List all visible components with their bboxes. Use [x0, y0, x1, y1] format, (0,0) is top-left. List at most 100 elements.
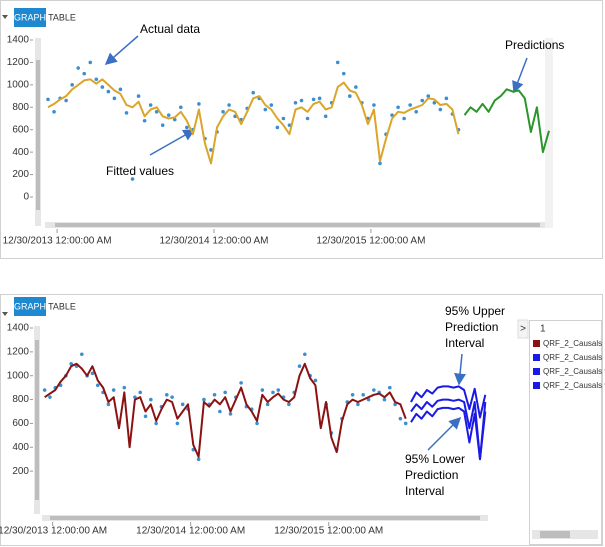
y-tick-label: 0	[23, 192, 29, 203]
data-point	[185, 125, 189, 130]
data-point	[160, 123, 165, 128]
data-point	[348, 94, 352, 98]
legend-swatch	[533, 354, 540, 361]
data-point	[287, 402, 291, 407]
annotation: Interval	[405, 484, 444, 498]
data-point	[444, 96, 449, 101]
data-point	[149, 397, 153, 402]
tab-label[interactable]: GRAPH	[14, 301, 46, 311]
scroll-thumb[interactable]	[55, 223, 540, 227]
arrow	[512, 57, 528, 94]
y-tick-label: 1200	[7, 346, 30, 357]
data-point	[323, 114, 328, 119]
data-point	[166, 113, 171, 117]
annotation: Predictions	[505, 38, 564, 52]
tab-label[interactable]: TABLE	[48, 301, 76, 311]
legend-label: QRF_2_Causals Fit	[543, 339, 605, 348]
x-tick-label: 12/30/2015 12:00:00 AM	[274, 526, 383, 537]
data-point	[299, 98, 304, 103]
data-point	[398, 416, 403, 421]
data-point	[106, 89, 111, 94]
x-tick-label: 12/30/2013 12:00:00 AM	[0, 526, 107, 537]
y-tick-label: 200	[12, 466, 29, 477]
y-tick-label: 600	[12, 418, 29, 429]
data-point	[354, 85, 358, 89]
data-point	[80, 352, 84, 357]
tab-label[interactable]: GRAPH	[14, 12, 46, 22]
tab-label[interactable]: TABLE	[48, 12, 76, 22]
data-point	[402, 116, 406, 121]
data-point	[133, 395, 137, 399]
data-point	[297, 364, 302, 368]
y-tick-label: 1400	[7, 35, 30, 46]
data-point	[42, 388, 47, 392]
data-point	[142, 118, 147, 123]
data-point	[90, 371, 95, 376]
data-point	[305, 116, 310, 121]
annotation: 95% Upper	[445, 304, 505, 318]
legend-swatch	[533, 340, 540, 347]
data-point	[179, 105, 183, 110]
data-point	[100, 85, 105, 89]
legend-label: QRF_2_Causals 95%	[543, 381, 605, 390]
data-point	[138, 390, 143, 395]
data-point	[271, 390, 275, 395]
data-point	[356, 402, 360, 407]
tab-graph[interactable]	[14, 297, 46, 316]
y-tick-label: 600	[12, 124, 29, 135]
x-tick-label: 12/30/2014 12:00:00 AM	[136, 526, 245, 537]
legend-box	[529, 320, 602, 545]
data-point	[438, 107, 443, 112]
scroll-thumb[interactable]	[50, 516, 480, 520]
data-point	[414, 109, 418, 114]
data-point	[148, 103, 153, 107]
data-point	[95, 383, 100, 388]
scroll-thumb[interactable]	[36, 60, 40, 210]
data-point	[64, 98, 68, 103]
legend-toggle-label[interactable]: >	[520, 324, 526, 335]
scroll-thumb[interactable]	[540, 531, 570, 538]
data-point	[239, 381, 243, 385]
data-point	[317, 96, 322, 101]
data-point	[281, 116, 286, 121]
data-point	[136, 94, 141, 98]
data-point	[223, 390, 227, 395]
data-point	[52, 109, 56, 114]
data-point	[313, 378, 318, 383]
data-point	[154, 421, 158, 426]
tab-graph[interactable]	[14, 8, 46, 27]
y-tick-label: 800	[12, 102, 29, 113]
data-point	[227, 103, 231, 107]
data-point	[218, 409, 222, 414]
data-point	[82, 71, 87, 76]
y-tick-label: 1000	[7, 79, 30, 90]
data-point	[390, 113, 394, 117]
series-line	[463, 88, 550, 154]
data-point	[260, 388, 265, 392]
scroll-thumb[interactable]	[35, 340, 39, 500]
data-point	[228, 412, 233, 416]
arrow	[427, 416, 462, 451]
data-point	[112, 96, 117, 101]
data-point	[76, 66, 80, 70]
data-point	[164, 393, 169, 397]
data-point	[70, 83, 74, 87]
data-point	[88, 60, 93, 65]
series-line	[410, 385, 487, 419]
y-tick-label: 400	[12, 147, 29, 158]
y-tick-label: 200	[12, 169, 29, 180]
legend-toggle[interactable]	[517, 319, 529, 339]
data-point	[46, 97, 50, 102]
annotation: Interval	[445, 336, 484, 350]
data-point	[420, 98, 425, 103]
data-point	[122, 385, 127, 390]
data-point	[48, 395, 52, 399]
data-point	[303, 352, 307, 357]
y-tick-label: 800	[12, 394, 29, 405]
data-point	[118, 87, 123, 92]
dropdown[interactable]	[2, 312, 8, 316]
data-point	[287, 123, 292, 128]
dropdown[interactable]	[2, 15, 8, 19]
data-point	[172, 117, 177, 122]
series-line	[44, 362, 407, 458]
